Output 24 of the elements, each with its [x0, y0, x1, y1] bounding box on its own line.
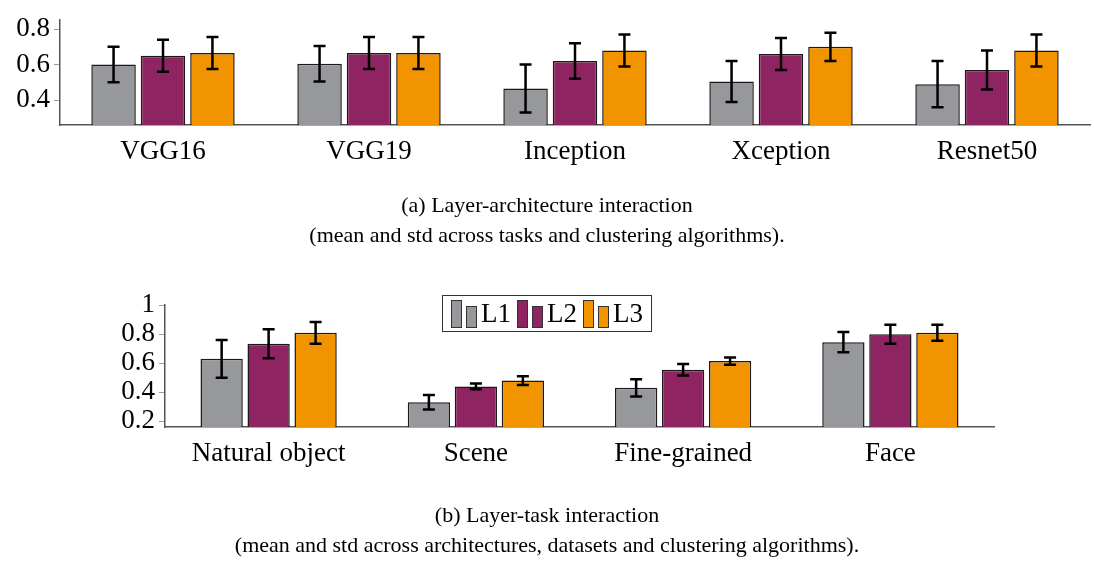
x-tick-label: Scene	[443, 437, 509, 468]
x-tick-label: Resnet50	[936, 135, 1038, 166]
legend-label: L2	[547, 298, 577, 329]
y-tick-label: 0.4	[16, 83, 51, 114]
x-tick-label: Inception	[524, 135, 627, 166]
y-tick-label: 0.6	[121, 346, 155, 377]
x-tick-label: VGG19	[326, 135, 412, 166]
y-tick-label: 0.6	[16, 47, 50, 78]
x-tick-label: Xception	[731, 135, 831, 166]
y-tick-label: 0.2	[121, 404, 155, 435]
x-tick-label: Fine-grained	[614, 437, 753, 468]
x-tick-label: Natural object	[191, 437, 346, 468]
y-tick-label: 0.8	[16, 12, 50, 43]
legend-label: L1	[481, 298, 511, 329]
y-tick-label: 1	[141, 288, 155, 319]
x-tick-label: Face	[864, 437, 916, 468]
y-tick-label: 0.4	[121, 375, 156, 406]
text: (b) Layer-task interaction	[433, 501, 661, 529]
text: (a) Layer-architecture interaction	[400, 191, 694, 219]
legend-label: L3	[613, 298, 643, 329]
x-tick-label: VGG16	[120, 135, 206, 166]
text: (mean and std across architectures, datasets and clustering algorithms).	[233, 531, 861, 559]
text: (mean and std across tasks and clustering algorithms).	[308, 221, 786, 249]
y-tick-label: 0.8	[121, 317, 155, 348]
